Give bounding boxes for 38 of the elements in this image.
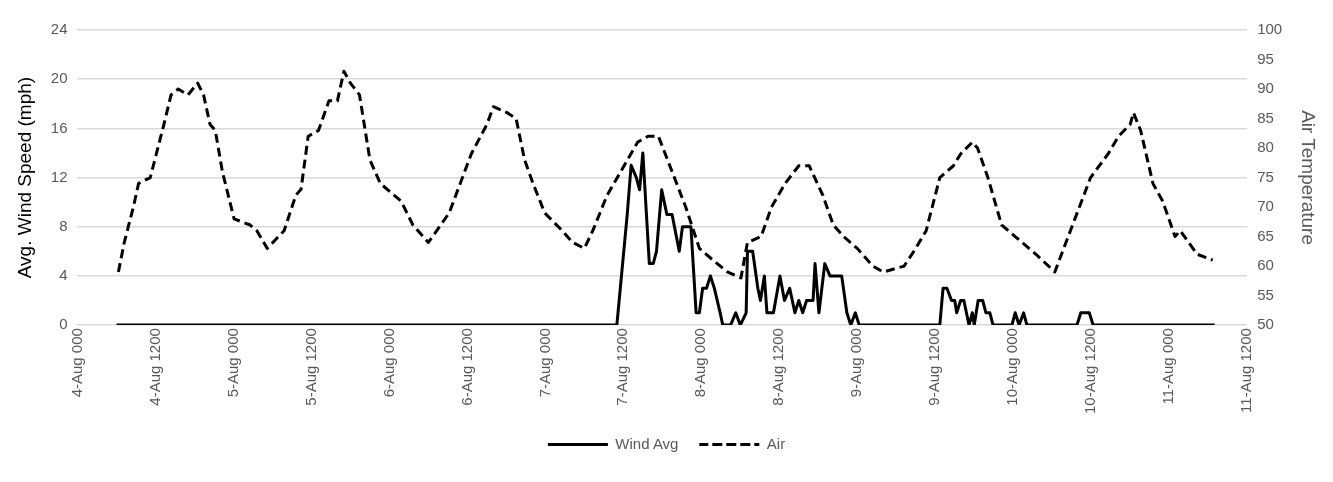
x-tick-label: 6-Aug 000 — [379, 328, 397, 398]
y2-tick-label: 50 — [1257, 315, 1274, 333]
legend-label: Air — [766, 434, 786, 452]
x-tick-label: 5-Aug 000 — [223, 328, 241, 398]
y2-tick-label: 90 — [1257, 79, 1274, 97]
x-tick-label: 11-Aug 000 — [1159, 328, 1177, 405]
y-axis-title: Avg. Wind Speed (mph) — [13, 76, 35, 279]
y2-tick-label: 80 — [1257, 138, 1274, 156]
legend-label: Wind Avg — [615, 434, 679, 452]
y-tick-label: 0 — [59, 315, 68, 333]
y-tick-label: 20 — [50, 69, 68, 87]
x-tick-label: 4-Aug 000 — [67, 328, 85, 398]
y2-tick-label: 60 — [1257, 256, 1274, 274]
y2-tick-label: 65 — [1257, 226, 1274, 244]
x-tick-label: 9-Aug 000 — [847, 328, 865, 398]
y-tick-label: 4 — [59, 266, 68, 284]
y2-tick-label: 95 — [1257, 49, 1274, 67]
y2-tick-label: 55 — [1257, 285, 1274, 303]
x-tick-label: 10-Aug 000 — [1003, 328, 1021, 406]
x-tick-label: 11-Aug 1200 — [1237, 328, 1255, 413]
x-tick-label: 9-Aug 1200 — [925, 328, 943, 406]
y-tick-label: 8 — [59, 216, 68, 234]
x-tick-label: 7-Aug 000 — [535, 328, 553, 398]
x-tick-label: 8-Aug 000 — [691, 328, 709, 398]
y2-axis-title: Air Temperature — [1298, 110, 1320, 245]
y2-tick-label: 85 — [1257, 108, 1274, 126]
x-tick-label: 4-Aug 1200 — [145, 328, 163, 406]
y-tick-label: 16 — [50, 118, 68, 136]
x-tick-label: 7-Aug 1200 — [613, 328, 631, 406]
y2-tick-label: 75 — [1257, 167, 1274, 185]
x-tick-label: 8-Aug 1200 — [769, 328, 787, 406]
y-tick-label: 12 — [50, 167, 68, 185]
y-tick-label: 24 — [50, 20, 68, 38]
y2-tick-label: 100 — [1257, 20, 1283, 38]
y2-tick-label: 70 — [1257, 197, 1274, 215]
x-tick-label: 6-Aug 1200 — [457, 328, 475, 406]
x-tick-label: 10-Aug 1200 — [1081, 328, 1099, 414]
x-tick-label: 5-Aug 1200 — [301, 328, 319, 406]
